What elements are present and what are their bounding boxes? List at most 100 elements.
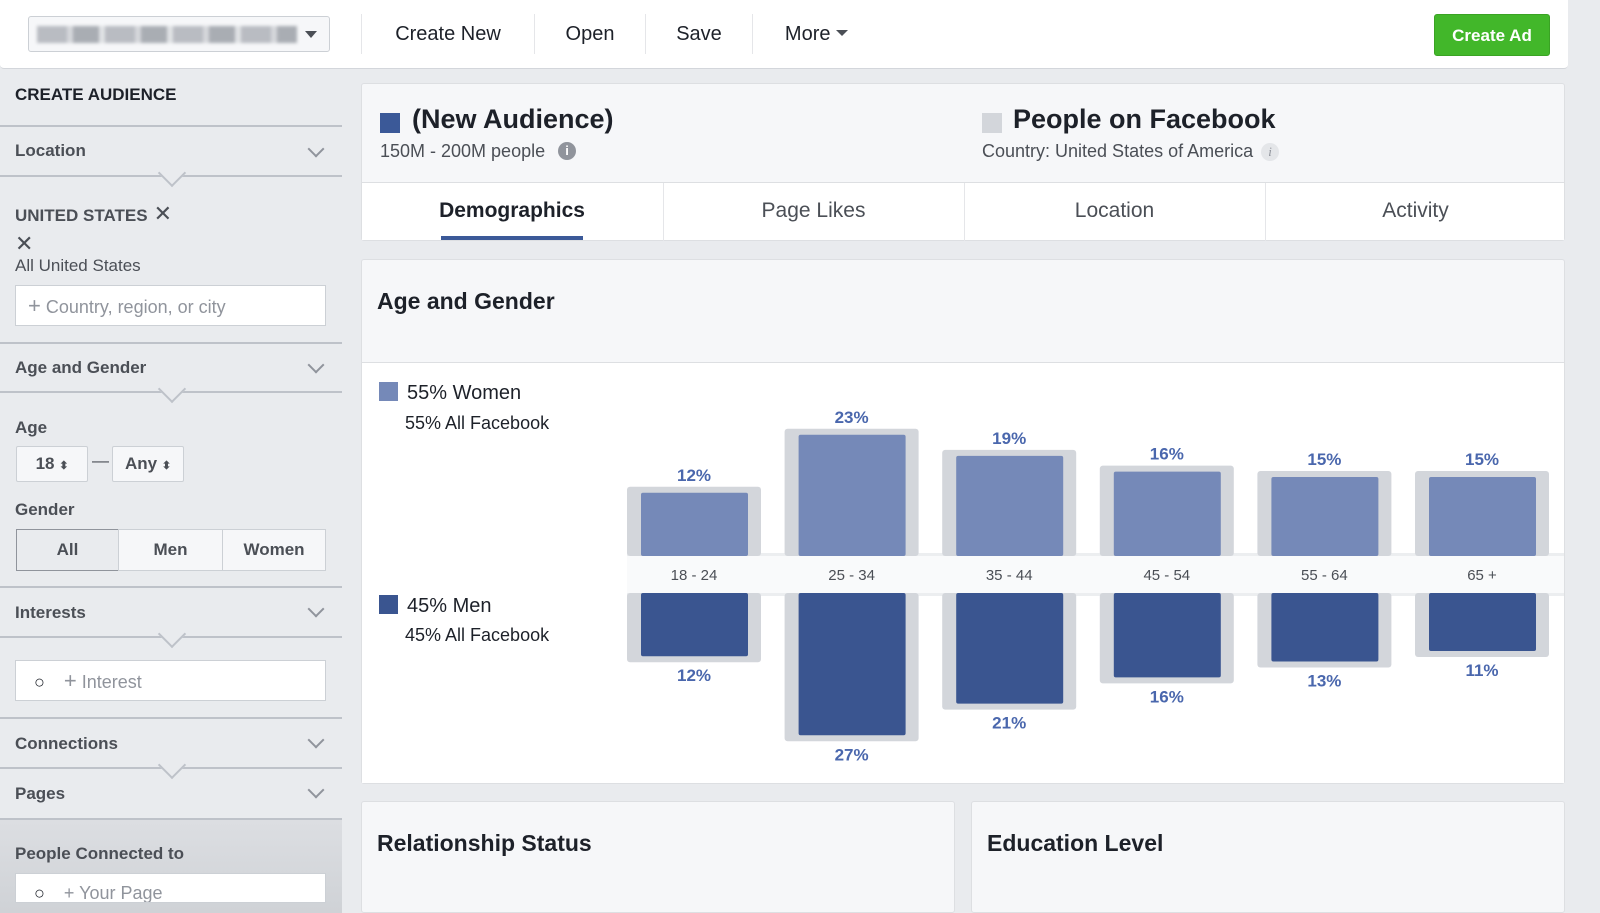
age-gender-chart: 12% 12% 18 - 24 23% 27% 25 - 34 19% 21% 35 - 44 1…: [627, 408, 1564, 764]
category-label: 35 - 44: [986, 567, 1033, 584]
panel-title: Age and Gender: [377, 288, 555, 314]
bar-women: [798, 434, 906, 556]
account-selector[interactable]: [28, 16, 330, 52]
plus-icon: +: [28, 293, 41, 318]
bar-women: [956, 455, 1064, 556]
interest-input[interactable]: ○ + Interest: [15, 660, 326, 701]
bar-men: [1113, 593, 1221, 678]
sidebar-title: CREATE AUDIENCE: [15, 85, 177, 104]
section-pages[interactable]: Pages: [15, 784, 66, 803]
category-label: 45 - 54: [1143, 567, 1190, 584]
sidebar: CREATE AUDIENCE Location UNITED STATES ✕…: [0, 69, 342, 913]
compare-swatch: [982, 113, 1002, 133]
age-gender-panel: Age and Gender 12% 12% 18 - 24 23% 27% 25 - 3…: [361, 259, 1565, 784]
range-dash: —: [92, 451, 109, 470]
data-label-men: 21%: [992, 714, 1026, 733]
gender-all-button[interactable]: All: [16, 529, 119, 571]
data-label-women: 15%: [1307, 450, 1341, 469]
axis-band: [627, 556, 1564, 593]
tab-location[interactable]: Location: [964, 183, 1264, 241]
chevron-down-icon[interactable]: [307, 781, 325, 799]
save-button[interactable]: Save: [645, 14, 752, 54]
data-label-women: 15%: [1465, 450, 1499, 469]
audience-title: (New Audience): [412, 104, 614, 134]
info-icon[interactable]: i: [1261, 143, 1279, 161]
education-level-panel: Education Level: [971, 801, 1565, 913]
caret-down-icon: [836, 30, 849, 36]
chevron-down-icon[interactable]: [307, 731, 325, 749]
section-connections[interactable]: Connections: [15, 734, 118, 753]
top-toolbar: Create New Open Save More Create Ad: [0, 0, 1568, 69]
bar-men: [1271, 593, 1379, 662]
legend-men-sub: 45% All Facebook: [405, 625, 550, 645]
chevron-down-icon[interactable]: [307, 356, 325, 374]
location-sub: All United States: [15, 256, 141, 275]
page-input[interactable]: ○ + Your Page: [15, 873, 326, 903]
data-label-women: 19%: [992, 429, 1026, 448]
info-icon[interactable]: i: [558, 142, 576, 160]
data-label-men: 13%: [1307, 672, 1341, 691]
close-icon[interactable]: ✕: [147, 201, 173, 226]
legend-women: 55% Women: [379, 382, 521, 405]
bar-men: [641, 593, 748, 657]
gender-label: Gender: [15, 500, 75, 519]
search-icon: ○: [34, 883, 45, 903]
section-location[interactable]: Location: [15, 141, 86, 160]
plus-icon: +: [63, 883, 75, 903]
bar-women: [1113, 471, 1221, 556]
more-button[interactable]: More: [752, 14, 880, 54]
category-label: 65 +: [1467, 567, 1497, 584]
bar-men: [956, 593, 1064, 704]
category-label: 25 - 34: [828, 567, 875, 584]
create-ad-button[interactable]: Create Ad: [1434, 14, 1550, 56]
data-label-women: 23%: [835, 408, 869, 427]
bar-men: [1429, 593, 1536, 651]
caret-down-icon: [305, 31, 317, 38]
plus-icon: +: [63, 668, 77, 693]
age-min-select[interactable]: 18 ⬍: [16, 446, 88, 482]
age-label: Age: [15, 418, 48, 437]
data-label-men: 16%: [1150, 687, 1184, 706]
bar-women: [1271, 476, 1379, 556]
section-age-gender[interactable]: Age and Gender: [15, 358, 147, 377]
legend-men: 45% Men: [379, 595, 492, 618]
create-new-button[interactable]: Create New: [361, 14, 534, 54]
close-icon[interactable]: ✕: [15, 231, 34, 256]
tab-bar: Demographics Page Likes Location Activit…: [362, 182, 1565, 241]
age-max-select[interactable]: Any ⬍: [112, 446, 184, 482]
gender-women-button[interactable]: Women: [222, 529, 326, 571]
bar-men: [798, 593, 906, 736]
category-label: 18 - 24: [671, 567, 718, 584]
tab-page-likes[interactable]: Page Likes: [663, 183, 963, 241]
bar-women: [641, 492, 748, 556]
chevron-down-icon[interactable]: [307, 600, 325, 618]
more-label: More: [784, 23, 831, 45]
location-input[interactable]: + Country, region, or city: [15, 285, 326, 326]
legend-women-sub: 55% All Facebook: [405, 413, 550, 433]
data-label-men: 12%: [677, 666, 711, 685]
audience-header: (New Audience) 150M - 200M people i Peop…: [361, 83, 1565, 241]
open-button[interactable]: Open: [534, 14, 645, 54]
tab-activity[interactable]: Activity: [1265, 183, 1565, 241]
section-interests[interactable]: Interests: [15, 603, 86, 622]
tab-demographics[interactable]: Demographics: [362, 183, 662, 241]
audience-size: 150M - 200M people: [380, 141, 546, 161]
compare-subtitle: Country: United States of America: [982, 141, 1254, 161]
data-label-women: 16%: [1150, 445, 1184, 464]
location-tag: UNITED STATES ✕: [15, 201, 173, 226]
gender-men-button[interactable]: Men: [118, 529, 223, 571]
search-icon: ○: [34, 672, 45, 692]
panel-title: Relationship Status: [377, 830, 592, 856]
blurred-account-name: [37, 26, 297, 43]
data-label-men: 11%: [1465, 661, 1498, 680]
chevron-down-icon[interactable]: [307, 140, 325, 158]
relationship-status-panel: Relationship Status: [361, 801, 955, 913]
bar-women: [1429, 476, 1536, 556]
location-placeholder: Country, region, or city: [45, 297, 226, 317]
interest-placeholder: Interest: [81, 672, 142, 692]
category-label: 55 - 64: [1301, 567, 1348, 584]
audience-swatch: [380, 113, 400, 133]
women-swatch: [379, 382, 398, 401]
data-label-men: 27%: [835, 745, 869, 764]
panel-title: Education Level: [987, 830, 1164, 856]
